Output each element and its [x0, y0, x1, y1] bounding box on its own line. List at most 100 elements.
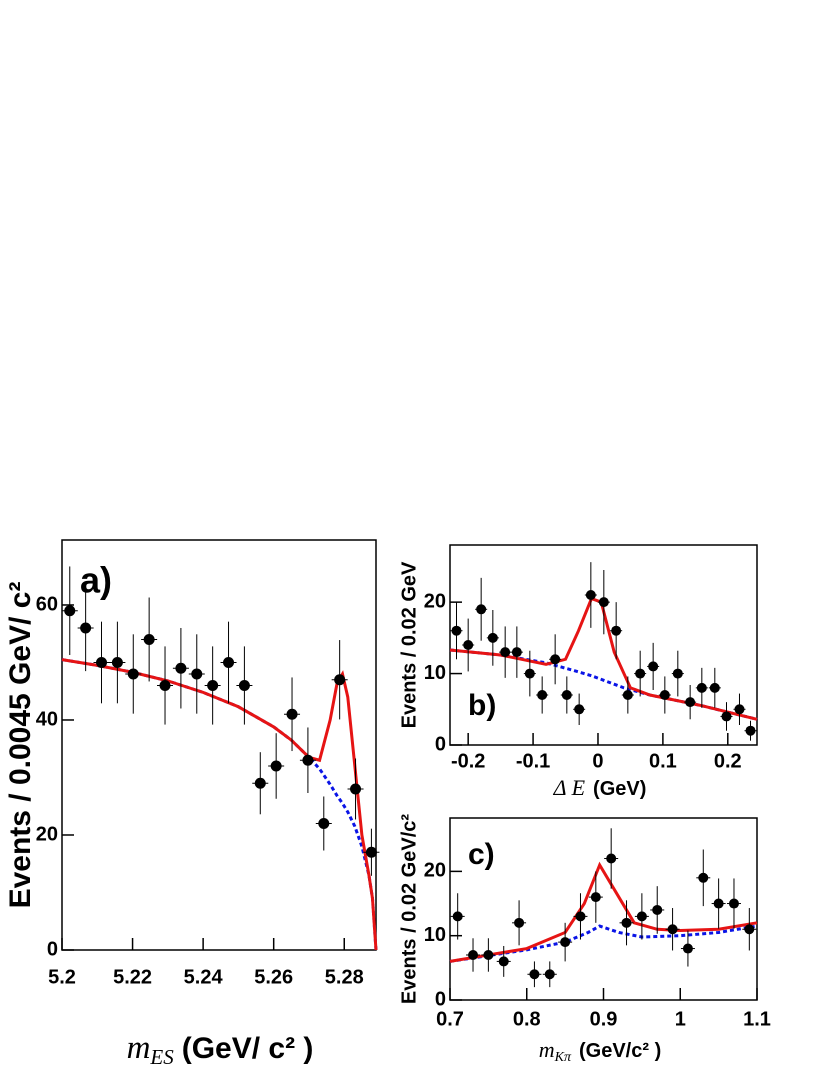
data-point: [709, 682, 720, 693]
x-tick-label: 0.7: [436, 1008, 464, 1030]
data-point: [728, 898, 739, 909]
data-point: [696, 682, 707, 693]
data-point: [745, 725, 756, 736]
x-axis-unit: (GeV/c² ): [579, 1040, 661, 1062]
data-point: [744, 924, 755, 935]
x-axis-unit: (GeV/ c² ): [182, 1032, 314, 1065]
data-point: [648, 661, 659, 672]
fit-curve: [61, 658, 378, 951]
data-point: [537, 690, 548, 700]
fit-curve: [449, 861, 758, 963]
data-point: [667, 924, 678, 935]
x-tick-label: 0.1: [649, 750, 677, 772]
panel-label: a): [80, 560, 112, 601]
data-point: [286, 708, 298, 720]
x-tick-label: 0.8: [513, 1008, 541, 1030]
data-point: [672, 668, 683, 679]
data-point: [476, 604, 487, 615]
data-point: [143, 633, 155, 645]
data-point: [238, 679, 250, 691]
data-point: [622, 690, 633, 700]
data-point: [223, 656, 235, 668]
x-tick-label: 5.24: [184, 966, 224, 988]
data-point: [498, 956, 509, 967]
data-point: [734, 704, 745, 715]
data-point: [452, 911, 463, 922]
x-tick-label: 1: [675, 1008, 686, 1030]
data-point: [127, 668, 139, 680]
x-tick-label: 0.2: [714, 750, 742, 772]
y-tick-label: 0: [435, 988, 446, 1010]
plot-frame: [449, 544, 758, 746]
x-tick-label: 1.1: [743, 1008, 771, 1030]
y-axis-label: Events / 0.02 GeV: [398, 561, 420, 728]
x-tick-label: -0.2: [451, 750, 485, 772]
y-tick-label: 40: [36, 708, 58, 730]
background-curve: [449, 924, 758, 963]
data-point: [659, 690, 670, 700]
x-tick-label: 5.26: [254, 966, 293, 988]
y-axis-label: Events / 0.0045 GeV/ c²: [4, 582, 37, 909]
data-point: [621, 917, 632, 928]
x-tick-label: 0.9: [590, 1008, 618, 1030]
data-point: [302, 754, 314, 766]
data-point: [636, 911, 647, 922]
data-point: [365, 846, 377, 858]
data-point: [524, 668, 535, 679]
panel-label: c): [468, 838, 495, 871]
data-point: [575, 911, 586, 922]
x-axis-label: Δ E (GeV): [553, 775, 647, 800]
x-tick-label: 5.22: [113, 966, 152, 988]
background-curve: [61, 658, 378, 951]
data-point: [598, 597, 609, 608]
data-point: [96, 656, 108, 668]
x-axis-subscript: ES: [149, 1045, 174, 1069]
y-tick-label: 10: [424, 924, 446, 946]
y-tick-label: 60: [36, 593, 58, 615]
data-point: [254, 777, 266, 789]
x-tick-label: 0: [592, 750, 603, 772]
data-point: [350, 783, 362, 795]
x-axis-symbol: m: [539, 1037, 555, 1062]
data-point: [560, 937, 571, 948]
data-point: [175, 662, 187, 674]
x-axis-unit: (GeV): [593, 778, 646, 800]
data-point: [590, 892, 601, 903]
x-axis-label: mKπ (GeV/c² ): [539, 1037, 662, 1065]
data-point: [207, 679, 219, 691]
data-point: [334, 674, 346, 686]
data-point: [606, 853, 617, 864]
data-point: [713, 898, 724, 909]
y-axis-label: Events / 0.02 GeV/c²: [398, 814, 420, 1004]
data-point: [318, 817, 330, 829]
data-point: [64, 605, 76, 617]
data-point: [500, 647, 511, 658]
y-tick-label: 20: [36, 823, 58, 845]
y-tick-label: 20: [424, 860, 446, 882]
data-point: [550, 654, 561, 665]
data-point: [721, 711, 732, 722]
y-tick-label: 10: [424, 662, 446, 684]
data-point: [483, 949, 494, 960]
x-tick-label: 5.28: [325, 966, 364, 988]
data-point: [511, 647, 522, 658]
x-axis-label: mES (GeV/ c² ): [127, 1030, 314, 1069]
y-tick-label: 20: [424, 590, 446, 612]
data-point: [111, 656, 123, 668]
data-point: [451, 625, 462, 636]
panel-label: b): [468, 689, 496, 722]
data-point: [574, 704, 585, 715]
x-axis-symbol: m: [127, 1030, 151, 1066]
data-point: [652, 904, 663, 915]
data-point: [514, 917, 525, 928]
y-tick-label: 0: [47, 938, 58, 960]
fit-curve: [449, 596, 758, 721]
data-point: [270, 760, 282, 772]
x-tick-label: -0.1: [516, 750, 550, 772]
plot-frame: [61, 539, 377, 951]
data-point: [611, 625, 622, 636]
data-point: [468, 949, 479, 960]
data-point: [544, 969, 555, 980]
data-point: [487, 632, 498, 643]
data-point: [463, 640, 474, 650]
